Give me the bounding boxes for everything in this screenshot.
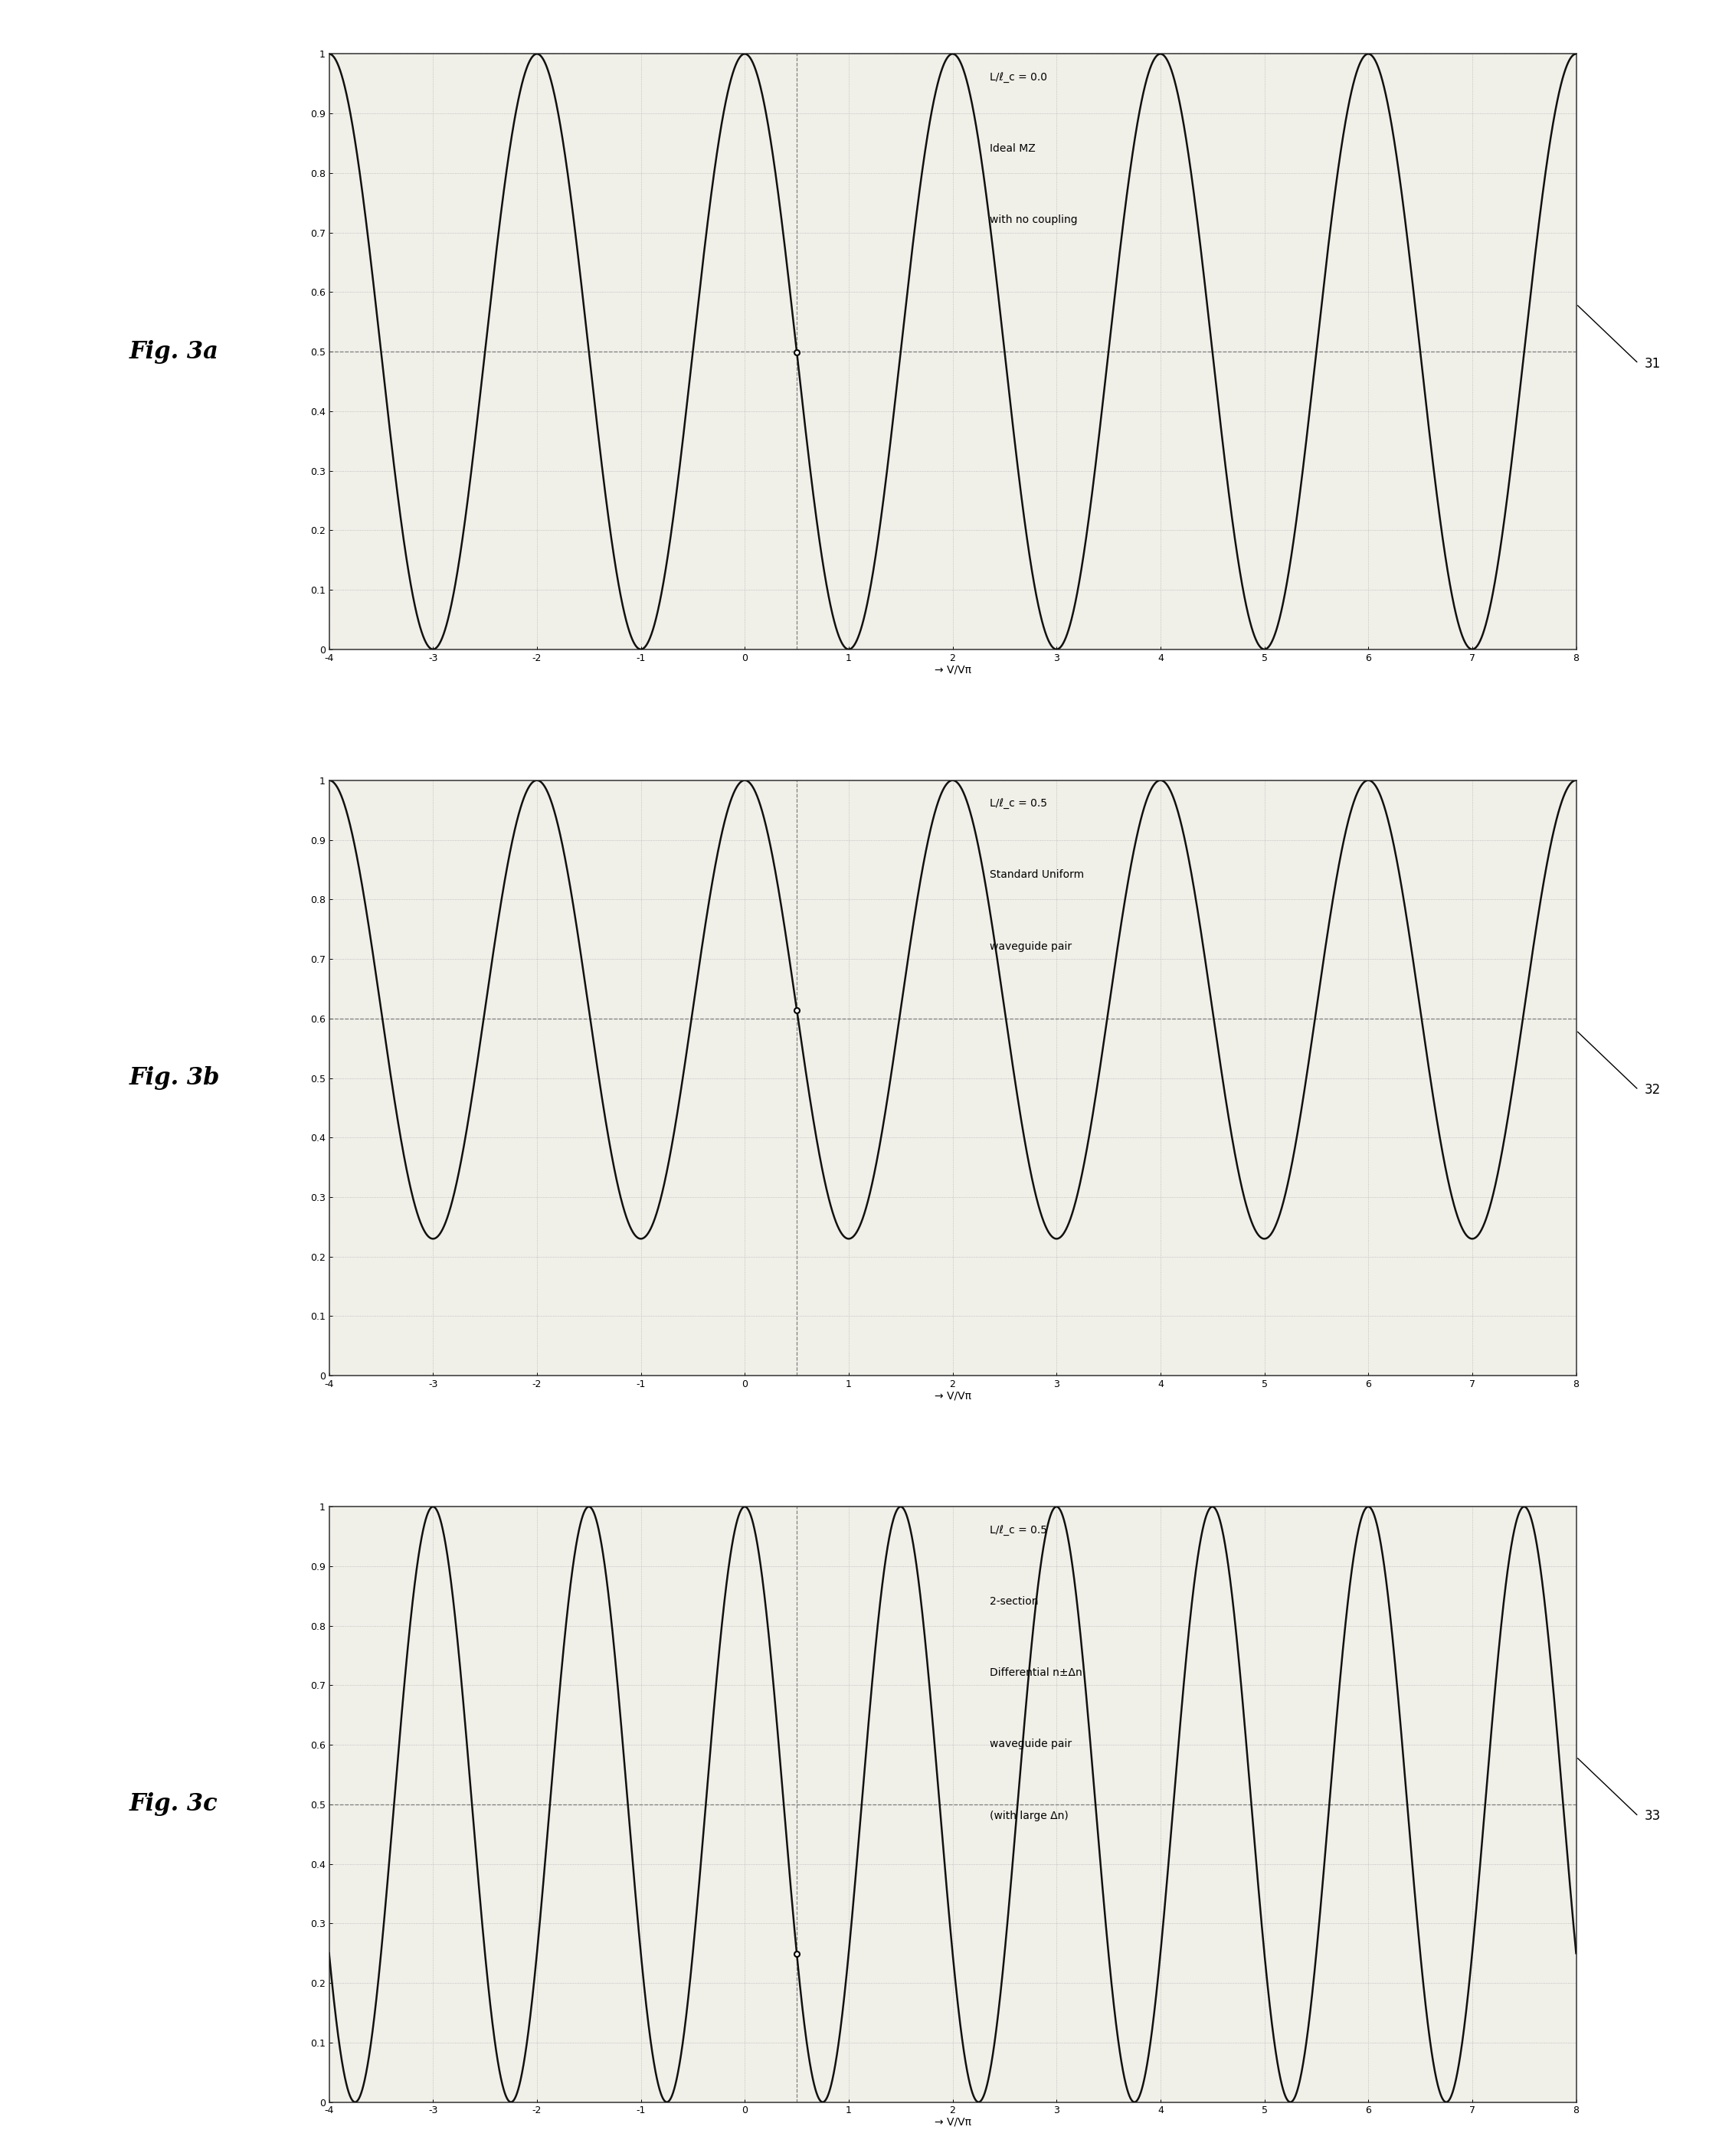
Text: Ideal MZ: Ideal MZ (991, 142, 1036, 153)
Text: 31: 31 (1645, 356, 1661, 371)
X-axis label: → V/Vπ: → V/Vπ (934, 664, 972, 675)
Text: with no coupling: with no coupling (991, 216, 1077, 226)
Text: waveguide pair: waveguide pair (991, 1740, 1072, 1751)
X-axis label: → V/Vπ: → V/Vπ (934, 1391, 972, 1401)
Text: L/ℓ_c = 0.0: L/ℓ_c = 0.0 (991, 71, 1048, 82)
Text: 32: 32 (1645, 1082, 1661, 1097)
Text: Fig. 3c: Fig. 3c (130, 1792, 218, 1815)
Text: Differential n±Δn: Differential n±Δn (991, 1667, 1082, 1677)
Text: (with large Δn): (with large Δn) (991, 1811, 1069, 1822)
Text: waveguide pair: waveguide pair (991, 940, 1072, 951)
X-axis label: → V/Vπ: → V/Vπ (934, 2117, 972, 2128)
Text: Standard Uniform: Standard Uniform (991, 869, 1084, 880)
Text: L/ℓ_c = 0.5: L/ℓ_c = 0.5 (991, 1524, 1048, 1535)
Text: Fig. 3a: Fig. 3a (130, 341, 218, 364)
Text: 33: 33 (1645, 1809, 1661, 1824)
Text: L/ℓ_c = 0.5: L/ℓ_c = 0.5 (991, 798, 1048, 808)
Text: 2-section: 2-section (991, 1595, 1039, 1606)
Text: Fig. 3b: Fig. 3b (130, 1065, 220, 1091)
